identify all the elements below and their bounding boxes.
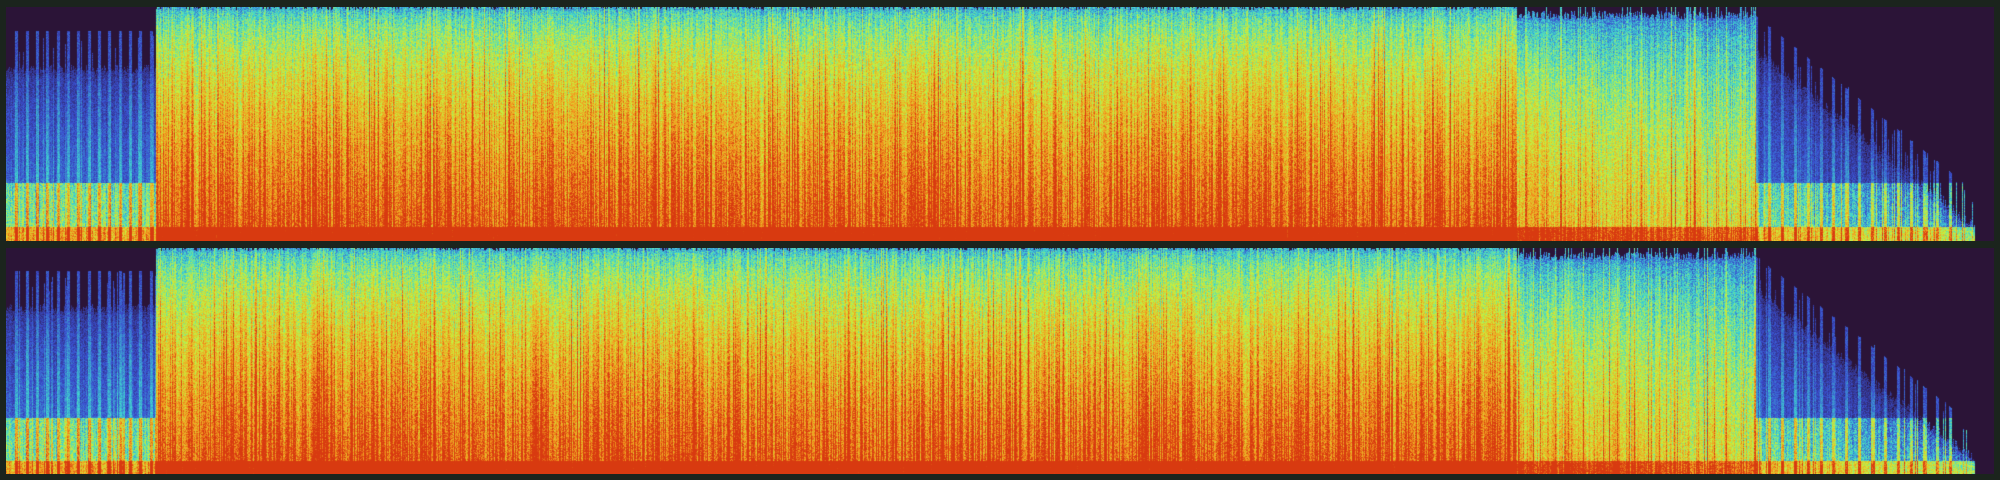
channel-divider [0, 241, 2000, 248]
channel-1-spectrogram[interactable] [6, 7, 1994, 241]
channel-2-canvas [6, 248, 1994, 474]
channel-1-canvas [6, 7, 1994, 241]
channel-2-spectrogram[interactable] [6, 248, 1994, 474]
